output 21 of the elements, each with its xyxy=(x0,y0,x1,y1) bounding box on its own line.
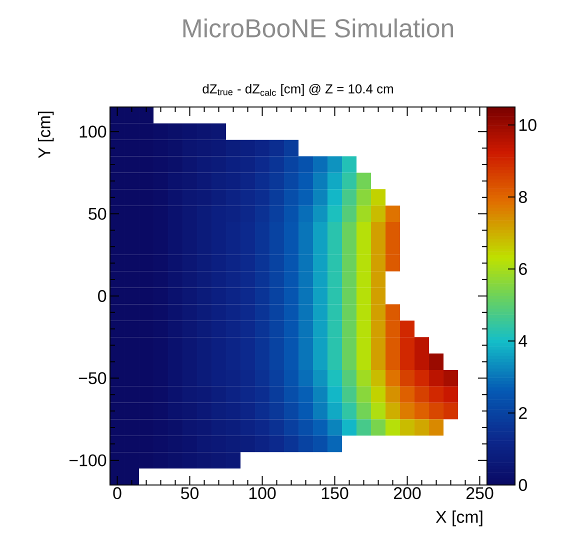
x-tick-label: 250 xyxy=(466,487,494,500)
y-tick-label: −100 xyxy=(69,454,106,466)
chart-title: MicroBooNE Simulation xyxy=(183,18,454,38)
color-bar-label: 8 xyxy=(518,190,527,203)
y-tick-label: 50 xyxy=(88,208,106,220)
x-tick-label: 200 xyxy=(394,487,421,500)
color-bar-label: 2 xyxy=(519,407,527,419)
x-tick-label: 50 xyxy=(181,487,199,500)
y-axis-title: Y [cm] xyxy=(38,112,54,158)
x-tick-label: 150 xyxy=(322,487,348,500)
x-tick-label: 100 xyxy=(249,487,276,500)
chart-subtitle: dZ$_{true}$ - dZ$_{calc}$ [cm] @ Z = 10.4 cm xyxy=(202,84,393,96)
color-bar-label: 4 xyxy=(518,335,528,347)
color-bar-label: 6 xyxy=(519,262,527,275)
y-tick-label: 100 xyxy=(80,126,106,138)
color-bar-label: 10 xyxy=(520,118,536,131)
color-bar-label: 0 xyxy=(518,478,527,491)
x-tick-label: 0 xyxy=(113,487,122,500)
y-tick-label: −50 xyxy=(78,372,106,384)
x-axis-title: X [cm] xyxy=(436,510,482,526)
y-tick-label: 0 xyxy=(98,290,106,302)
